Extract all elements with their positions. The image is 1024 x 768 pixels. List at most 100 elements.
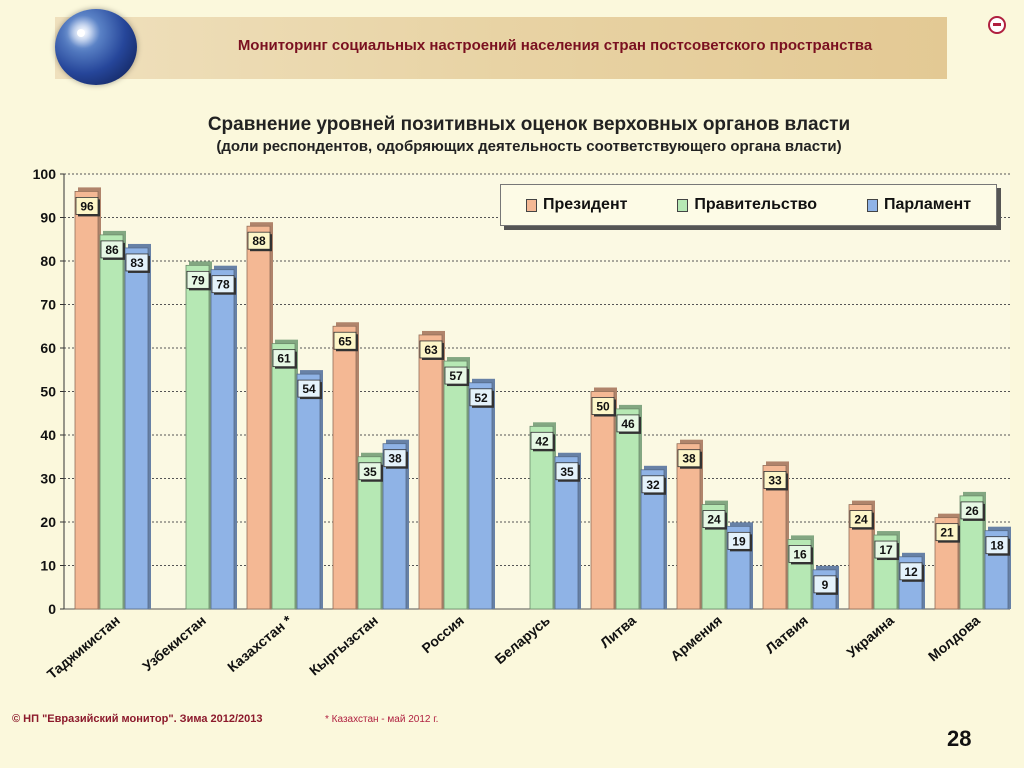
data-label: 26 <box>965 504 979 518</box>
data-label-box <box>788 545 812 563</box>
data-label: 24 <box>854 513 868 527</box>
legend-label-parliament: Парламент <box>883 196 972 213</box>
bar-president <box>332 325 357 610</box>
data-label-box <box>985 536 1009 555</box>
y-tick-label: 30 <box>40 471 56 487</box>
data-label: 88 <box>252 234 266 248</box>
globe-highlight <box>77 29 85 37</box>
data-label-box <box>383 449 407 468</box>
data-label-box <box>849 510 873 529</box>
data-label: 65 <box>338 334 352 348</box>
y-tick-label: 10 <box>40 558 56 574</box>
data-label: 17 <box>879 543 893 557</box>
y-tick-label: 50 <box>40 384 56 400</box>
data-label-box <box>677 449 701 468</box>
legend-item-parliament: Парламент <box>866 196 972 214</box>
data-label: 63 <box>424 343 438 357</box>
legend-swatch-president <box>525 198 537 212</box>
chart-subtitle: (доли респондентов, одобряющих деятельно… <box>216 138 842 155</box>
x-tick-label: Украина <box>843 612 897 661</box>
data-label: 9 <box>822 578 829 592</box>
x-tick-label: Таджикистан <box>44 612 123 682</box>
x-tick-label: Россия <box>419 612 467 656</box>
data-label: 83 <box>130 256 144 270</box>
x-tick-label: Узбекистан <box>139 612 209 674</box>
x-tick-label: Казахстан * <box>224 612 295 675</box>
bar-president <box>762 465 787 610</box>
y-tick-label: 0 <box>48 601 56 617</box>
bar-government <box>185 264 210 610</box>
data-label: 24 <box>707 513 721 527</box>
bar-president <box>246 225 271 610</box>
bar-government <box>701 504 726 610</box>
data-label-box <box>555 462 579 481</box>
bar-government <box>99 234 124 610</box>
legend-swatch-government <box>677 198 689 212</box>
data-label: 38 <box>388 452 402 466</box>
bar-president <box>590 391 615 610</box>
bar-president <box>418 334 443 610</box>
data-label-box <box>935 523 959 542</box>
data-label: 86 <box>105 243 119 257</box>
data-label-box <box>702 510 726 529</box>
x-tick-label: Кыргызстан <box>306 612 381 678</box>
bar-government <box>959 495 984 610</box>
bar-president <box>848 504 873 610</box>
bar-parliament <box>210 269 235 610</box>
data-label: 35 <box>560 465 574 479</box>
y-tick-label: 40 <box>40 427 56 443</box>
x-tick-label: Литва <box>597 612 639 651</box>
bar-parliament <box>554 456 579 610</box>
data-label-box <box>641 475 665 494</box>
legend-label-president: Президент <box>542 196 628 213</box>
data-label-box <box>874 540 898 559</box>
data-label-box <box>591 397 615 415</box>
data-label: 16 <box>793 547 807 561</box>
data-label-box <box>444 366 468 385</box>
data-label-box <box>211 275 235 294</box>
data-label-box <box>419 340 443 359</box>
data-label-box <box>100 240 124 259</box>
corner-logo-icon <box>988 16 1006 34</box>
data-label: 35 <box>363 465 377 479</box>
data-label-box <box>186 270 210 289</box>
header-title: Мониторинг социальных настроений населен… <box>237 37 873 54</box>
bar-parliament <box>640 469 665 610</box>
y-tick-label: 100 <box>33 166 57 182</box>
data-label: 19 <box>732 534 746 548</box>
bar-president <box>74 190 99 610</box>
y-tick-label: 90 <box>40 210 56 226</box>
data-label-box <box>272 349 296 368</box>
y-tick-label: 70 <box>40 297 56 313</box>
data-label-box <box>899 562 923 581</box>
footer-copyright: © НП "Евразийский монитор". Зима 2012/20… <box>12 713 263 725</box>
header-banner: Мониторинг социальных настроений населен… <box>55 17 947 79</box>
bar-government <box>615 408 640 610</box>
legend-item-president: Президент <box>525 196 628 214</box>
legend-item-government: Правительство <box>677 196 817 214</box>
data-label: 78 <box>216 278 230 292</box>
data-label: 46 <box>621 417 635 431</box>
bar-government <box>529 425 554 610</box>
data-label: 57 <box>449 369 463 383</box>
data-label: 52 <box>474 391 488 405</box>
data-label-box <box>125 253 149 272</box>
data-label: 50 <box>596 400 610 414</box>
globe-logo <box>55 9 137 85</box>
data-label-box <box>297 379 321 398</box>
data-label-box <box>530 431 554 450</box>
data-label-box <box>247 231 271 250</box>
legend-label-government: Правительство <box>694 196 818 213</box>
data-label: 96 <box>80 199 94 213</box>
page-number: 28 <box>947 726 972 751</box>
legend-swatch-parliament <box>866 198 878 212</box>
chart-title: Сравнение уровней позитивных оценок верх… <box>207 114 851 135</box>
footer-note: * Казахстан - май 2012 г. <box>325 714 439 725</box>
data-label: 21 <box>940 526 954 540</box>
bar-president <box>676 443 701 610</box>
data-label-box <box>358 462 382 481</box>
data-label: 42 <box>535 434 549 448</box>
chart-legend: Президент Правительство Парламент <box>500 184 997 226</box>
x-tick-label: Молдова <box>925 612 983 665</box>
x-tick-label: Латвия <box>762 612 811 657</box>
